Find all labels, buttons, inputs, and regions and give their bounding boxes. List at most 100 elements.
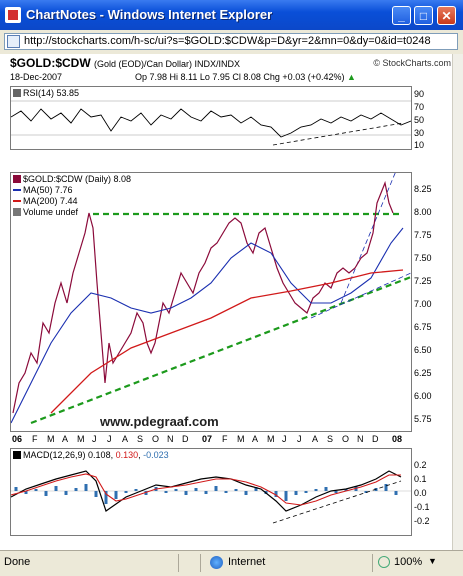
ticker-description: (Gold (EOD)/Can Dollar) INDX/INDX	[94, 59, 241, 69]
channel-upper	[340, 173, 396, 304]
price-tick: 7.50	[414, 253, 432, 263]
status-divider	[372, 554, 373, 572]
price-legend-main: $GOLD:$CDW (Daily) 8.08	[13, 174, 131, 184]
x-tick: J	[107, 434, 112, 444]
address-bar: http://stockcharts.com/h-sc/ui?s=$GOLD:$…	[0, 30, 463, 55]
channel-lower	[310, 272, 411, 319]
x-tick: F	[222, 434, 228, 444]
x-tick: M	[77, 434, 85, 444]
macd-plot	[11, 470, 411, 524]
x-tick: A	[122, 434, 129, 444]
x-tick: A	[312, 434, 319, 444]
rsi-label: RSI(14) 53.85	[13, 88, 79, 98]
price-tick: 7.25	[414, 276, 432, 286]
status-text: Done	[4, 556, 31, 568]
ticker-symbol: $GOLD:$CDW	[10, 56, 91, 70]
zoom-level[interactable]: 100%	[394, 556, 423, 568]
price-tick: 6.25	[414, 368, 432, 378]
macd-tick: 0.2	[414, 460, 427, 470]
ohlc-readout: Op 7.98 Hi 8.11 Lo 7.95 Cl 8.08 Chg +0.0…	[135, 72, 356, 82]
price-plot	[11, 173, 411, 425]
chart-date: 18-Dec-2007	[10, 72, 63, 82]
price-swatch	[13, 175, 21, 183]
rsi-line	[11, 108, 411, 138]
macd-histogram	[14, 484, 398, 504]
x-tick: 08	[392, 434, 403, 444]
price-y-axis: 8.25 8.00 7.75 7.50 7.25 7.00 6.75 6.50 …	[414, 172, 454, 430]
support-line	[30, 275, 411, 425]
macd-tick: -0.1	[414, 502, 430, 512]
volume-swatch	[13, 208, 21, 216]
price-legend-volume: Volume undef	[13, 207, 78, 217]
x-tick: 06	[12, 434, 23, 444]
chart-area: $GOLD:$CDW (Gold (EOD)/Can Dollar) INDX/…	[0, 54, 463, 550]
price-legend-ma50: MA(50) 7.76	[13, 185, 73, 195]
rsi-y-axis: 90 70 50 30 10	[414, 86, 454, 150]
macd-tick: 0.1	[414, 474, 427, 484]
rsi-panel: RSI(14) 53.85	[10, 86, 412, 150]
x-tick: J	[282, 434, 287, 444]
macd-tick: 0.0	[414, 488, 427, 498]
price-tick: 7.00	[414, 299, 432, 309]
price-tick: 5.75	[414, 414, 432, 424]
ohlc-values: Op 7.98 Hi 8.11 Lo 7.95 Cl 8.08 Chg +0.0…	[135, 72, 345, 82]
x-tick: N	[357, 434, 364, 444]
address-input[interactable]: http://stockcharts.com/h-sc/ui?s=$GOLD:$…	[4, 33, 458, 50]
price-tick: 8.25	[414, 184, 432, 194]
macd-line	[11, 470, 402, 512]
ma50-line	[11, 227, 404, 424]
x-tick: S	[137, 434, 144, 444]
status-bar: Done Internet 100% ▼	[0, 550, 463, 576]
x-tick: M	[47, 434, 55, 444]
price-bars	[12, 180, 394, 414]
x-axis: 06 F M A M J J A S O N D 07 F M A M J J …	[10, 434, 410, 446]
rsi-swatch	[13, 89, 21, 97]
stockcharts-credit[interactable]: © StockCharts.com	[373, 58, 451, 68]
vertical-scrollbar[interactable]	[452, 54, 463, 550]
macd-panel: MACD(12,26,9) 0.108, 0.130, -0.023	[10, 448, 412, 536]
ie-page-icon	[5, 7, 21, 23]
rsi-tick: 90	[414, 89, 425, 99]
address-url[interactable]: http://stockcharts.com/h-sc/ui?s=$GOLD:$…	[24, 35, 431, 47]
price-tick: 6.75	[414, 322, 432, 332]
x-tick: A	[62, 434, 69, 444]
x-tick: N	[167, 434, 174, 444]
x-tick: D	[372, 434, 379, 444]
status-divider	[200, 554, 201, 572]
x-tick: 07	[202, 434, 213, 444]
zoom-dropdown-icon[interactable]: ▼	[428, 556, 437, 566]
ma200-line	[50, 269, 404, 414]
x-tick: M	[267, 434, 275, 444]
x-tick: A	[252, 434, 259, 444]
status-divider	[178, 554, 179, 572]
macd-legend: MACD(12,26,9) 0.108, 0.130, -0.023	[13, 450, 169, 460]
page-icon	[7, 35, 20, 48]
globe-icon	[210, 556, 223, 569]
x-tick: O	[342, 434, 350, 444]
watermark-text: www.pdegraaf.com	[100, 414, 219, 429]
maximize-button[interactable]: □	[414, 6, 433, 25]
window-title: ChartNotes - Windows Internet Explorer	[26, 7, 273, 22]
x-tick: F	[32, 434, 38, 444]
zoom-icon[interactable]	[378, 556, 390, 568]
minimize-button[interactable]: _	[392, 6, 411, 25]
x-tick: J	[92, 434, 97, 444]
x-tick: S	[327, 434, 334, 444]
price-legend-ma200: MA(200) 7.44	[13, 196, 78, 206]
price-tick: 8.00	[414, 207, 432, 217]
macd-trendline	[272, 480, 402, 524]
macd-swatch	[13, 451, 21, 459]
ma50-swatch	[13, 189, 21, 191]
x-tick: D	[182, 434, 189, 444]
rsi-trendline	[272, 122, 404, 146]
x-tick: J	[297, 434, 302, 444]
rsi-tick: 50	[414, 115, 425, 125]
x-tick: M	[237, 434, 245, 444]
price-panel: $GOLD:$CDW (Daily) 8.08 MA(50) 7.76 MA(2…	[10, 172, 412, 432]
close-button[interactable]: ✕	[437, 6, 456, 25]
macd-y-axis: 0.2 0.1 0.0 -0.1 -0.2	[414, 448, 454, 534]
ma200-swatch	[13, 200, 21, 202]
x-tick: O	[152, 434, 160, 444]
macd-tick: -0.2	[414, 516, 430, 526]
price-tick: 6.00	[414, 391, 432, 401]
